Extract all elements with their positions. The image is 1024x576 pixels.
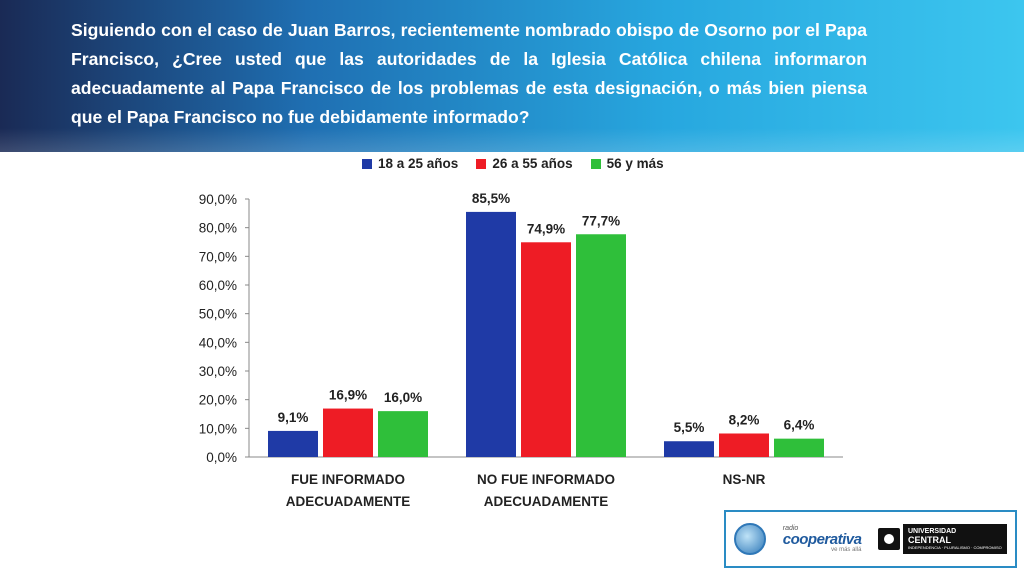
uc-tagline: INDEPENDENCIA · PLURALISMO · COMPROMISO [907, 544, 1002, 550]
bar [774, 438, 824, 457]
legend-swatch-s3 [590, 158, 601, 169]
cooperativa-name: cooperativa [782, 531, 862, 548]
y-tick-label: 40,0% [199, 335, 237, 350]
bar [268, 430, 318, 457]
uc-name-text: CENTRAL [907, 534, 951, 545]
header-banner [0, 0, 1024, 152]
y-tick-label: 60,0% [199, 278, 237, 293]
x-tick-label: FUE INFORMADO [291, 472, 405, 487]
x-tick-label: NO FUE INFORMADO [477, 472, 615, 487]
bar-data-label: 85,5% [472, 191, 510, 206]
x-tick-label: ADECUADAMENTE [484, 494, 609, 509]
bar-data-label: 74,9% [527, 221, 565, 236]
bar-data-label: 9,1% [278, 410, 309, 425]
bar [466, 211, 516, 457]
y-tick-label: 30,0% [199, 364, 237, 379]
y-tick-label: 80,0% [199, 221, 237, 236]
legend-label-s2: 26 a 55 años [492, 156, 573, 171]
legend-item-s3: 56 y más [590, 156, 664, 171]
bar [521, 242, 571, 457]
y-tick-label: 0,0% [206, 450, 237, 465]
bar-data-label: 16,0% [384, 390, 422, 405]
logos-panel: radio cooperativa ve más allá UNIVERSIDA… [724, 510, 1017, 568]
cooperativa-small-text: radio [782, 525, 799, 532]
bar-data-label: 77,7% [582, 213, 620, 228]
x-tick-label: ADECUADAMENTE [286, 494, 411, 509]
uc-emblem-icon [877, 528, 900, 550]
bar [378, 411, 428, 457]
bar-data-label: 6,4% [784, 418, 815, 433]
x-tick-label: NS-NR [723, 472, 766, 487]
universidad-central-logo: UNIVERSIDAD CENTRAL INDEPENDENCIA · PLUR… [877, 524, 1007, 554]
bar [719, 433, 769, 457]
legend-item-s2: 26 a 55 años [476, 156, 573, 171]
legend-item-s1: 18 a 25 años [362, 156, 458, 171]
bar-data-label: 16,9% [329, 388, 367, 403]
cooperativa-logo: radio cooperativa ve más allá [783, 525, 862, 553]
legend-swatch-s2 [476, 158, 487, 169]
bar-data-label: 8,2% [729, 412, 760, 427]
cooperativa-tagline: ve más allá [831, 547, 862, 553]
bar [323, 408, 373, 457]
y-tick-label: 70,0% [199, 249, 237, 264]
bar [664, 441, 714, 457]
bar [576, 234, 626, 457]
legend-label-s1: 18 a 25 años [378, 156, 459, 171]
chart-legend: 18 a 25 años 26 a 55 años 56 y más [362, 156, 664, 171]
y-tick-label: 20,0% [199, 393, 237, 408]
y-tick-label: 50,0% [199, 307, 237, 322]
y-tick-label: 90,0% [199, 192, 237, 207]
question-text: Siguiendo con el caso de Juan Barros, re… [71, 20, 867, 127]
globe-logo-icon [734, 523, 767, 555]
y-tick-label: 10,0% [199, 421, 237, 436]
legend-swatch-s1 [362, 158, 372, 169]
uc-text: UNIVERSIDAD CENTRAL INDEPENDENCIA · PLUR… [902, 524, 1007, 554]
bar-data-label: 5,5% [674, 420, 705, 435]
uc-top-text: UNIVERSIDAD [907, 528, 957, 536]
legend-label-s3: 56 y más [606, 156, 664, 171]
